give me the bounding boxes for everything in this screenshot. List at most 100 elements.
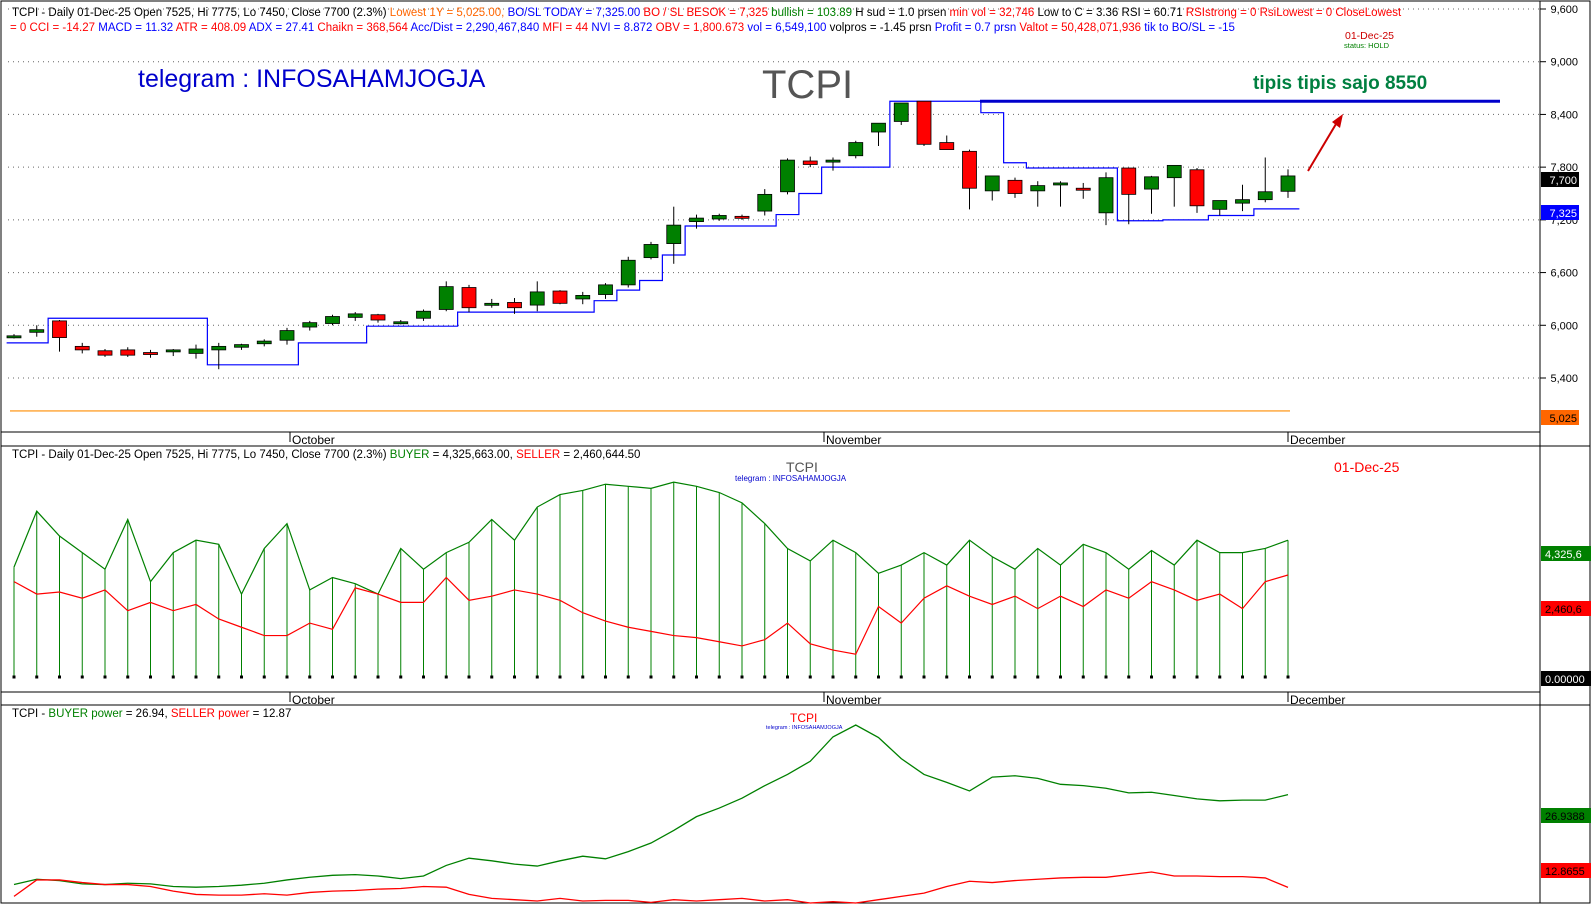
info-part: tik to BO/SL = -15	[1144, 22, 1235, 34]
candle-body	[507, 302, 522, 309]
baseline-dot	[535, 675, 539, 679]
info-part: = 0	[10, 22, 30, 34]
baseline-dot	[1286, 675, 1290, 679]
baseline-dot	[581, 675, 585, 679]
month-label: October	[292, 693, 335, 707]
last-close-label: 7,700	[1549, 175, 1577, 187]
target-arrow	[1307, 123, 1337, 172]
candle	[6, 334, 22, 339]
info-part: Low to C = 3.36	[1037, 7, 1121, 19]
stop-line-layer	[6, 100, 1300, 366]
candle-body	[711, 215, 727, 220]
info-part: = 26.94,	[123, 708, 171, 720]
candle	[1235, 184, 1250, 212]
candle	[211, 342, 227, 370]
candle-body	[825, 159, 841, 163]
candle	[1098, 172, 1114, 226]
candle	[711, 213, 727, 221]
candle	[1030, 181, 1046, 207]
seller-value-label: 2,460,6	[1545, 604, 1582, 616]
baseline-dot	[217, 675, 221, 679]
candle	[234, 343, 249, 350]
candle-body	[575, 295, 591, 300]
candle-body	[1144, 176, 1159, 190]
baseline-dot	[12, 675, 16, 679]
candle	[757, 189, 773, 216]
candle-body	[1075, 187, 1091, 191]
candle	[802, 156, 818, 168]
buyer-seller-layer	[12, 481, 1290, 679]
candle	[689, 214, 704, 229]
candle-body	[529, 291, 545, 306]
info-part: TCPI -	[12, 708, 48, 720]
y-tick-label: 9,000	[1550, 57, 1578, 69]
corner-status: status: HOLD	[1344, 41, 1390, 50]
month-label: December	[1290, 433, 1345, 447]
baseline-dot	[444, 675, 448, 679]
baseline-dot	[262, 675, 266, 679]
baseline-dot	[171, 675, 175, 679]
candle	[52, 320, 67, 352]
baseline-dot	[353, 675, 357, 679]
candle-body	[256, 340, 272, 345]
volume-info-line: TCPI - Daily 01-Dec-25 Open 7525, Hi 777…	[12, 449, 640, 461]
y-tick-label: 6,600	[1550, 268, 1578, 280]
baseline-dot	[990, 675, 994, 679]
month-label: October	[292, 433, 335, 447]
candle	[279, 327, 295, 345]
candle-body	[643, 244, 659, 259]
candle-body	[97, 350, 113, 356]
candle	[302, 320, 318, 331]
power-info-line: TCPI - BUYER power = 26.94, SELLER power…	[12, 708, 291, 720]
last-close-box: 7,700	[1541, 172, 1579, 187]
candle-body	[1189, 169, 1205, 207]
candle-body	[1121, 167, 1137, 195]
info-part: BUYER power	[48, 708, 122, 720]
y-tick-label: 9,600	[1550, 4, 1578, 16]
candle-body	[143, 352, 158, 355]
candle-body	[893, 102, 909, 122]
power-ticker-title: TCPI	[790, 711, 817, 725]
baseline-dot	[80, 675, 84, 679]
candle-body	[689, 217, 704, 223]
info-part: MACD = 11.32	[98, 22, 175, 34]
candle	[1144, 175, 1159, 214]
baseline-dot	[1036, 675, 1040, 679]
price-info-line-2: = 0 CCI = -14.27 MACD = 11.32 ATR = 408.…	[10, 22, 1235, 34]
info-part: H sud = 1.0 prsen	[855, 7, 949, 19]
info-part: bullish = 103.89	[771, 7, 855, 19]
candle-body	[416, 310, 431, 319]
baseline-dot	[1263, 675, 1267, 679]
candle	[1280, 169, 1296, 198]
baseline-dot	[672, 675, 676, 679]
candle	[871, 122, 886, 147]
seller-box: 2,460,6	[1541, 601, 1591, 616]
candle	[1189, 168, 1205, 213]
buyer-line	[13, 481, 1289, 596]
candle-body	[1212, 200, 1228, 210]
lowest-label: 5,025	[1549, 413, 1577, 425]
baseline-dot	[717, 675, 721, 679]
power-telegram-label: telegram : INFOSAHAMJOGJA	[766, 725, 843, 731]
candle	[416, 309, 431, 321]
info-part: Profit = 0.7 prsn	[935, 22, 1020, 34]
candle-body	[325, 316, 340, 324]
baseline-dot	[1127, 675, 1131, 679]
info-part: BO/SL TODAY = 7,325.00	[508, 7, 644, 19]
seller-line	[13, 574, 1289, 655]
info-part: Valtot = 50,428,071,936	[1019, 22, 1144, 34]
info-part: NVI = 8.872	[591, 22, 655, 34]
month-label: December	[1290, 693, 1345, 707]
candle-body	[52, 320, 67, 338]
info-part: RSIstrong = 0	[1186, 7, 1260, 19]
candle	[575, 291, 591, 305]
candle-body	[1007, 179, 1023, 194]
baseline-dot	[467, 675, 471, 679]
baseline-dot	[58, 675, 61, 679]
candle-body	[1257, 191, 1273, 201]
candle-body	[734, 215, 750, 219]
candle	[143, 349, 158, 358]
